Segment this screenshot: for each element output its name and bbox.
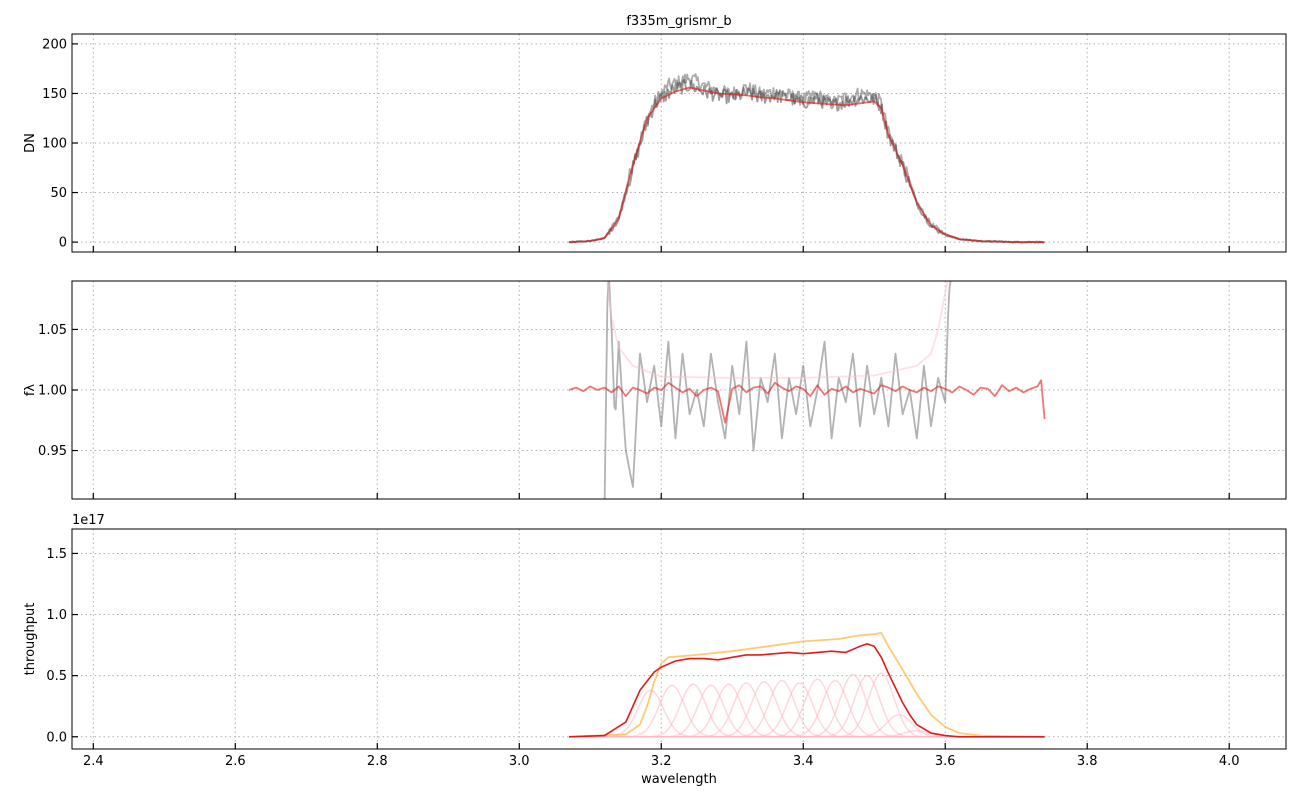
series-line-2 — [568, 78, 1044, 244]
panel-2: 0.95 1.00 1.05 fλ — [23, 280, 1287, 500]
x-tick-label: 4.0 — [1219, 754, 1240, 769]
y-tick-label: 50 — [50, 186, 67, 201]
y-axis-label: throughput — [23, 603, 38, 676]
series-line-3 — [568, 379, 1046, 424]
x-tick-label: 3.0 — [509, 754, 530, 769]
series-line-2 — [568, 643, 1045, 738]
series-line-3 — [568, 86, 1045, 244]
y-tick-label: 1.00 — [38, 384, 67, 399]
panel-1: 0 50 100 150 200 f335m_grismr_b DN — [23, 14, 1287, 253]
y-tick-label: 150 — [42, 87, 67, 102]
y-tick-label: 0.95 — [38, 444, 67, 459]
y-tick-label: 1.05 — [38, 323, 67, 338]
axes-frame — [71, 528, 1287, 750]
chart-title: f335m_grismr_b — [626, 14, 731, 29]
y-tick-label: 100 — [42, 137, 67, 152]
y-tick-label: 0 — [59, 236, 67, 251]
y-axis-label: fλ — [23, 384, 38, 397]
y-axis-label: DN — [23, 133, 38, 153]
y-tick-label: 1.0 — [46, 608, 67, 623]
x-tick-label: 3.2 — [651, 754, 672, 769]
y-offset-text: 1e17 — [72, 513, 105, 528]
plot-area — [568, 73, 1045, 244]
series-line-1 — [568, 73, 1045, 244]
x-tick-label: 2.8 — [367, 754, 388, 769]
x-tick-label: 3.8 — [1077, 754, 1098, 769]
y-tick-label: 200 — [42, 37, 67, 52]
x-tick-label: 3.4 — [793, 754, 814, 769]
x-axis-label: wavelength — [641, 772, 717, 787]
x-tick-label: 2.6 — [225, 754, 246, 769]
plot-area — [568, 632, 1045, 738]
y-tick-label: 0.5 — [46, 669, 67, 684]
plot-area — [568, 281, 1046, 499]
series-line-1 — [568, 632, 1045, 738]
x-tick-label: 2.4 — [83, 754, 104, 769]
y-tick-label: 0.0 — [46, 730, 67, 745]
x-tick-label: 3.6 — [935, 754, 956, 769]
series-line-2 — [606, 281, 949, 379]
panel-3: 2.4 2.6 2.8 3.0 3.2 3.4 3.6 3.8 4.0 0.0 0.5 1.0 1.5 t… — [23, 513, 1287, 787]
series-line-1 — [603, 281, 952, 499]
y-tick-label: 1.5 — [46, 547, 67, 562]
